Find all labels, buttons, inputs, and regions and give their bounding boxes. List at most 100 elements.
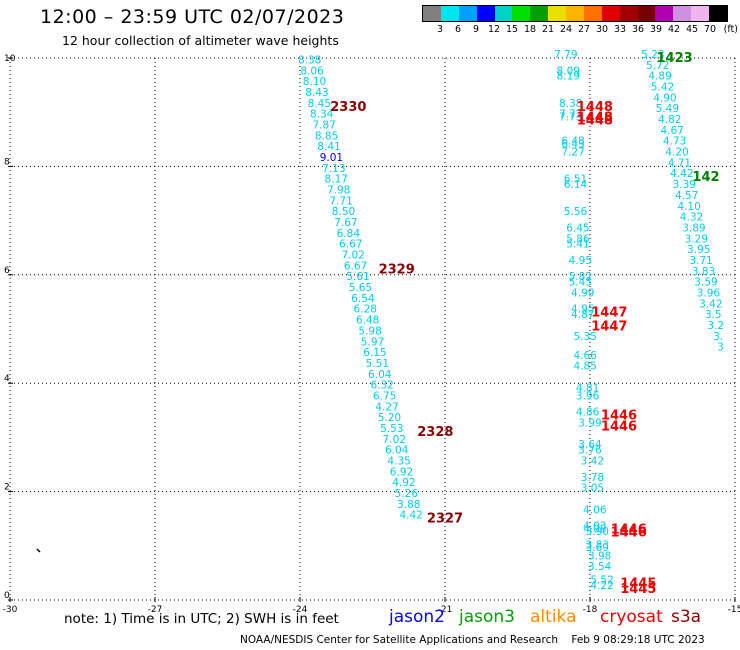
wave-height-value: 5.52 xyxy=(590,575,613,587)
wave-height-value: 5.23 xyxy=(641,49,664,61)
wave-height-value: 4.71 xyxy=(668,157,691,169)
wave-height-value: 4.90 xyxy=(653,92,676,104)
wave-height-value: 5.26 xyxy=(395,488,419,500)
wave-height-value: 8.43 xyxy=(305,87,328,99)
wave-height-value: 3.96 xyxy=(576,390,600,402)
wave-height-value: 6.43 xyxy=(561,138,584,150)
legend-swatch xyxy=(476,6,495,21)
wave-height-value: 6.92 xyxy=(390,466,413,478)
wave-height-value: 8.38 xyxy=(298,54,321,66)
wave-height-value: 8.10 xyxy=(303,76,326,88)
satellite-s3a: s3a xyxy=(671,607,702,627)
wave-height-value: 7.73 xyxy=(559,111,582,123)
wave-height-value: 4.08 xyxy=(583,523,606,535)
legend-swatch xyxy=(673,6,692,21)
pass-time-label: 1446 xyxy=(601,409,637,424)
legend-label: 70 xyxy=(703,24,717,35)
wave-height-value: 4.92 xyxy=(392,477,415,489)
wave-height-value: 3.76 xyxy=(578,445,602,457)
wave-height-value: 7.71 xyxy=(329,195,352,207)
legend-label: 45 xyxy=(685,24,699,35)
wave-height-value: 3.42 xyxy=(581,456,604,468)
legend-label: 9 xyxy=(472,24,480,35)
pass-time-label: 1448 xyxy=(577,100,613,115)
wave-height-value: 4.22 xyxy=(590,580,613,592)
wave-height-value: 3.99 xyxy=(578,418,601,430)
wave-height-value: 5.72 xyxy=(646,60,669,72)
wave-height-value: 4.66 xyxy=(573,350,597,362)
y-tick-label: 4 xyxy=(4,374,10,384)
wave-height-value: 8.45 xyxy=(308,98,331,110)
wave-height-value: 4.86 xyxy=(576,407,600,419)
wave-height-value: 5.98 xyxy=(358,325,381,337)
timestamp-text: Feb 9 08:29:18 UTC 2023 xyxy=(571,634,705,646)
x-tick-label: -18 xyxy=(583,605,598,615)
wave-height-value: 4.73 xyxy=(663,136,686,148)
wave-height-value: 4.42 xyxy=(670,168,693,180)
footer-note: note: 1) Time is in UTC; 2) SWH is in fe… xyxy=(64,611,339,627)
wave-height-value: 5.20 xyxy=(378,412,401,424)
wave-height-value: 5.51 xyxy=(366,358,389,370)
satellite-cryosat: cryosat xyxy=(600,607,663,627)
wave-height-value: 9.01 xyxy=(320,152,343,164)
wave-height-value: 4.06 xyxy=(583,504,607,516)
legend-swatch xyxy=(601,6,620,21)
wave-height-value: 7.87 xyxy=(312,119,335,131)
satellite-jason3: jason3 xyxy=(459,607,515,627)
wave-height-value: 7.02 xyxy=(383,434,406,446)
wave-height-value: 6.48 xyxy=(561,136,584,148)
wave-height-value: 4.10 xyxy=(677,201,700,213)
wave-height-value: 8.06 xyxy=(300,65,324,77)
wave-height-value: 6.48 xyxy=(356,315,379,327)
wave-height-value: 7.02 xyxy=(341,250,364,262)
pass-time-label: 1446 xyxy=(601,420,637,435)
wave-height-value: 5.61 xyxy=(346,271,369,283)
wave-height-value: 7.79 xyxy=(554,49,577,61)
wave-height-value: 6.14 xyxy=(564,179,588,191)
wave-height-value: 6.28 xyxy=(354,304,377,316)
wave-height-value: 3.83 xyxy=(692,266,715,278)
map-title: 12:00 – 23:59 UTC 02/07/2023 xyxy=(40,6,345,28)
wave-height-value: 8.50 xyxy=(332,206,355,218)
wave-height-value: 4.82 xyxy=(658,114,681,126)
legend-label: 42 xyxy=(667,24,681,35)
legend-swatch xyxy=(637,6,656,21)
wave-height-value: 5.35 xyxy=(573,331,596,343)
wave-height-value: 6.15 xyxy=(363,347,386,359)
wave-height-value: 3.29 xyxy=(685,233,708,245)
wave-height-value: 3.05 xyxy=(581,483,604,495)
wave-height-value: 5.82 xyxy=(569,271,592,283)
wave-height-value: 6.67 xyxy=(344,260,367,272)
wave-height-value: 3. xyxy=(713,331,723,343)
color-legend: (ft) 3 6 9 12 15 18 21 24 27 30 33 36 39 42 45 70 xyxy=(422,5,738,36)
legend-label: 27 xyxy=(577,24,591,35)
satellite-altika: altika xyxy=(530,607,577,627)
legend-label: 36 xyxy=(631,24,645,35)
pass-time-label: 1446 xyxy=(611,523,647,538)
legend-swatch xyxy=(494,6,513,21)
wave-height-value: 5.65 xyxy=(349,282,372,294)
wave-height-value: 7.72 xyxy=(559,109,582,121)
wave-height-value: 3.90 xyxy=(586,526,609,538)
wave-height-value: 4.99 xyxy=(571,287,594,299)
wave-height-value: 3.64 xyxy=(578,439,602,451)
legend-label: 12 xyxy=(487,24,501,35)
wave-height-value: 5.53 xyxy=(380,423,403,435)
wave-height-value: 3.71 xyxy=(689,255,712,267)
wave-height-value: 4.27 xyxy=(375,401,398,413)
wave-height-value: 3.78 xyxy=(581,472,604,484)
legend-swatch xyxy=(440,6,459,21)
y-tick-label: 8 xyxy=(4,157,10,167)
legend-label: 21 xyxy=(541,24,555,35)
wave-height-value: 4.89 xyxy=(648,71,671,83)
wave-height-value: 3.96 xyxy=(697,287,721,299)
pass-time-label: 1423 xyxy=(656,51,692,66)
wave-height-value: 7.67 xyxy=(334,217,357,229)
wave-height-value: 5.42 xyxy=(651,82,674,94)
wave-height-value: 5.86 xyxy=(566,233,590,245)
wave-height-value: 4.42 xyxy=(399,510,422,522)
wave-height-value: 8.41 xyxy=(317,141,340,153)
pass-time-label: 1448 xyxy=(577,113,613,128)
pass-time-label: 1447 xyxy=(591,319,627,334)
